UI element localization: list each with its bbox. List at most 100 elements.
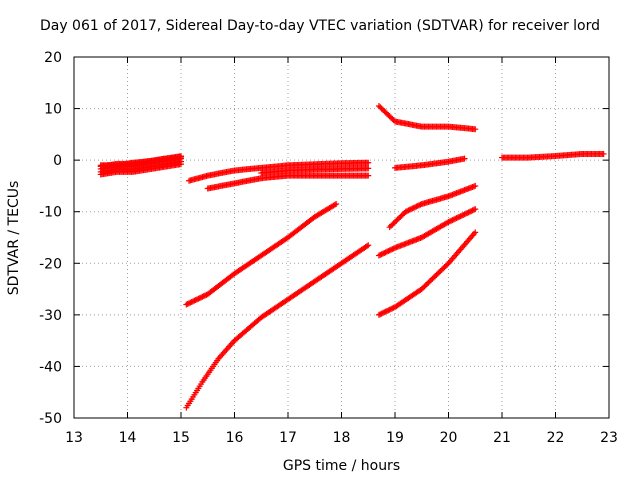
series-arc-f — [183, 242, 372, 411]
chart-title: Day 061 of 2017, Sidereal Day-to-day VTE… — [39, 18, 601, 34]
x-tick-label: 14 — [119, 430, 137, 446]
data-point — [468, 208, 475, 215]
data-point — [462, 210, 469, 217]
data-point — [461, 155, 468, 162]
data-point — [402, 208, 409, 215]
data-point — [184, 300, 191, 307]
data-point — [183, 301, 190, 308]
data-point — [450, 216, 457, 223]
data-point — [377, 311, 384, 318]
data-point — [378, 251, 385, 258]
data-point — [191, 297, 198, 304]
data-point — [390, 245, 397, 252]
data-point — [389, 246, 396, 253]
series-arc-d — [258, 165, 372, 177]
data-point — [363, 243, 370, 250]
y-tick-label: 0 — [53, 153, 62, 169]
y-tick-label: 20 — [44, 50, 62, 66]
data-point — [188, 298, 195, 305]
data-point — [178, 154, 184, 161]
x-tick-label: 15 — [172, 430, 190, 446]
series-arc-b — [186, 159, 372, 184]
data-point — [409, 205, 416, 212]
data-point — [465, 209, 472, 216]
data-point — [464, 210, 471, 217]
data-point — [381, 309, 388, 316]
data-point — [382, 249, 389, 256]
data-point — [178, 161, 184, 168]
data-point — [408, 206, 415, 213]
y-tick-label: -10 — [39, 205, 62, 221]
series-arc-i — [386, 182, 479, 231]
series-arc-l — [499, 150, 607, 161]
x-tick-label: 13 — [65, 430, 83, 446]
series-arc-a2 — [97, 154, 184, 169]
data-point — [192, 297, 199, 304]
data-point — [461, 211, 468, 218]
data-point — [375, 252, 382, 259]
y-tick-label: -50 — [39, 411, 62, 427]
data-point — [381, 249, 388, 256]
data-point — [457, 213, 464, 220]
data-point — [378, 310, 385, 317]
data-point — [386, 247, 393, 254]
x-tick-label: 21 — [493, 430, 511, 446]
data-point — [460, 211, 467, 218]
y-tick-label: -40 — [39, 359, 62, 375]
data-point — [456, 213, 463, 220]
x-tick-label: 23 — [600, 430, 618, 446]
x-tick-label: 16 — [226, 430, 244, 446]
data-point — [382, 308, 389, 315]
series-arc-c — [204, 172, 372, 192]
data-point — [333, 200, 340, 207]
data-point — [379, 250, 386, 257]
data-point — [385, 248, 392, 255]
data-point — [187, 299, 194, 306]
data-point — [379, 309, 386, 316]
y-axis-label: SDTVAR / TECUs — [6, 180, 22, 296]
series-arc-k — [375, 229, 479, 318]
data-point — [416, 202, 423, 209]
data-point — [383, 248, 390, 255]
data-point — [448, 217, 455, 224]
data-point — [405, 207, 412, 214]
data-point — [385, 307, 392, 314]
data-point — [472, 126, 479, 133]
data-point — [196, 295, 203, 302]
data-point — [195, 295, 202, 302]
data-point — [365, 172, 372, 179]
data-point — [387, 306, 394, 313]
data-point — [412, 204, 419, 211]
y-tick-label: -20 — [39, 256, 62, 272]
data-point — [387, 246, 394, 253]
data-point — [202, 292, 209, 299]
data-point — [365, 165, 372, 172]
data-point — [406, 206, 413, 213]
data-point — [444, 261, 451, 268]
y-tick-label: 10 — [44, 102, 62, 118]
data-point — [452, 215, 459, 222]
data-point — [472, 229, 479, 236]
data-point — [365, 242, 372, 249]
data-point — [600, 150, 607, 157]
data-point — [453, 215, 460, 222]
data-point — [389, 305, 396, 312]
data-point — [383, 307, 390, 314]
series-arc-j — [375, 206, 479, 259]
data-point — [365, 159, 372, 166]
data-point — [469, 207, 476, 214]
data-point — [410, 204, 417, 211]
data-point — [449, 217, 456, 224]
data-point — [413, 203, 420, 210]
data-point — [199, 293, 206, 300]
data-point — [466, 208, 473, 215]
data-point — [386, 306, 393, 313]
series-arc-g — [375, 102, 479, 133]
data-point — [454, 214, 461, 221]
data-point — [445, 219, 452, 226]
data-point — [472, 182, 479, 189]
data-point — [472, 206, 479, 213]
series-arc-e — [183, 200, 340, 308]
x-tick-label: 19 — [386, 430, 404, 446]
